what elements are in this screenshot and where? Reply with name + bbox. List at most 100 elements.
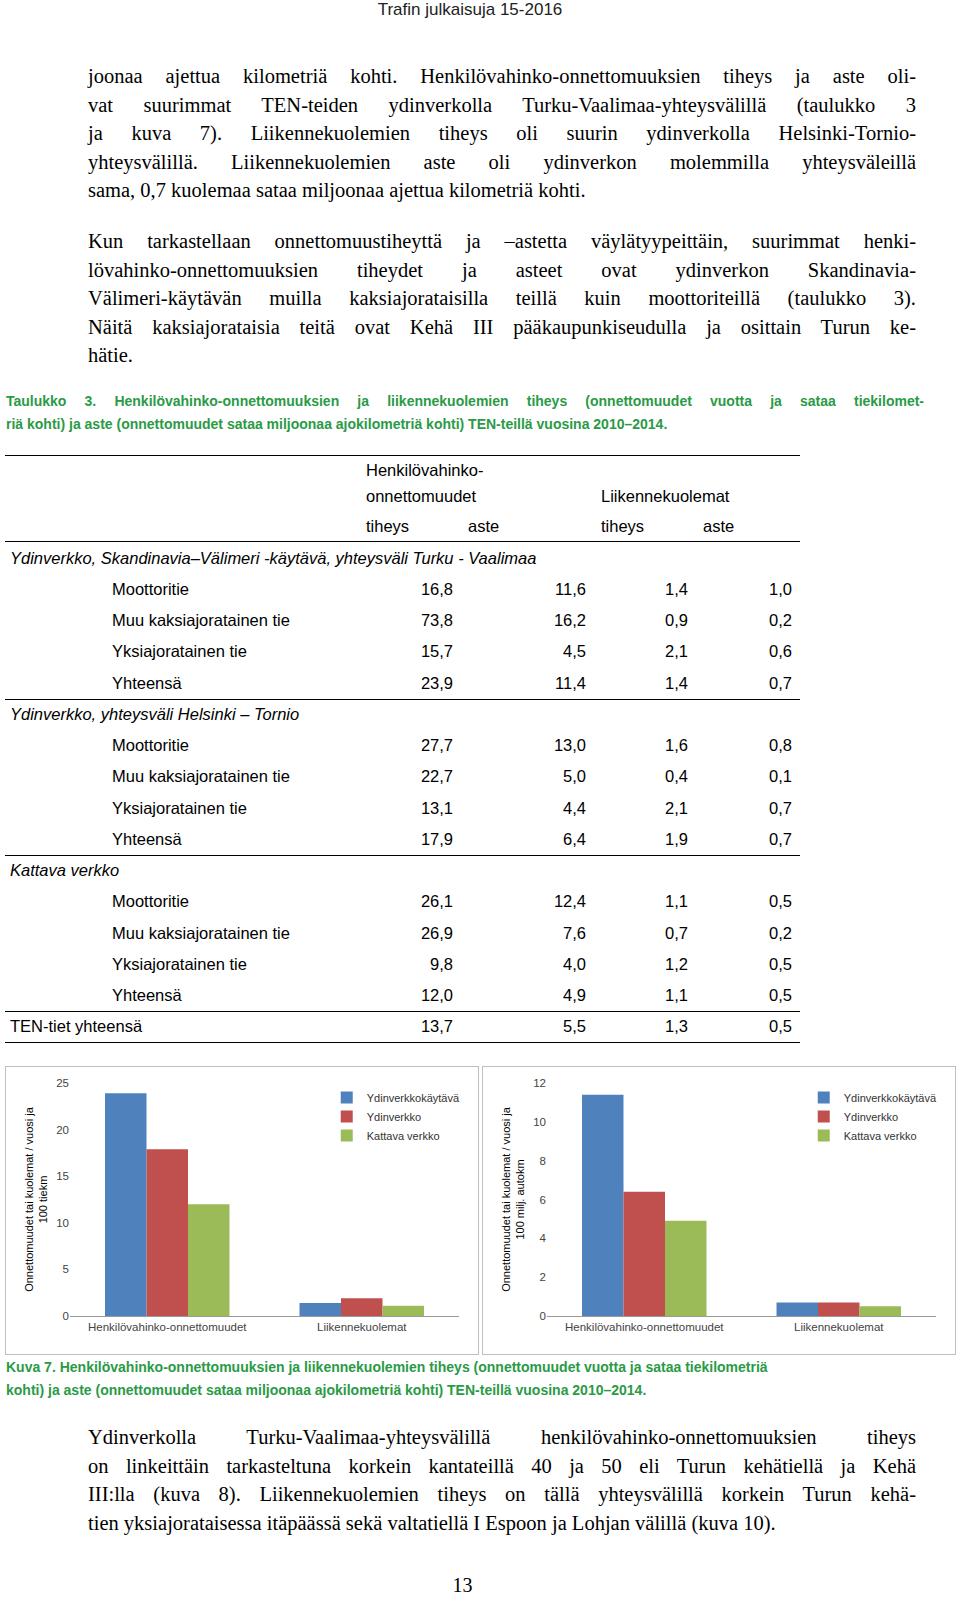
html-text:13,7: 13,7: [420, 1017, 453, 1036]
svg-text:8: 8: [540, 1155, 546, 1167]
html-text:5,0: 5,0: [563, 767, 586, 786]
html-text:aste: aste: [703, 516, 735, 535]
html-text:on linkeittäin tarkasteltuna k: on linkeittäin tarkasteltuna korkein kan…: [88, 1454, 916, 1477]
html-text:vat suurimmat TEN-teiden ydinv: vat suurimmat TEN-teiden ydinverkolla Tu…: [88, 93, 916, 116]
html-text:Kun tarkastellaan onnettomuust: Kun tarkastellaan onnettomuustiheyttä ja…: [88, 230, 916, 252]
html-text:9,8: 9,8: [430, 954, 453, 973]
svg-text:Kattava verkko: Kattava verkko: [844, 1130, 917, 1142]
html-text:1,4: 1,4: [665, 673, 688, 692]
html-text:Ydinverkko, Skandinavia–Välime: Ydinverkko, Skandinavia–Välimeri -käytäv…: [10, 548, 537, 567]
html-text:0,7: 0,7: [665, 923, 688, 942]
html-text:1,4: 1,4: [665, 579, 688, 598]
html-text:11,4: 11,4: [555, 673, 586, 692]
html-text:11,6: 11,6: [555, 579, 586, 598]
svg-text:10: 10: [56, 1217, 69, 1229]
html-text:4,5: 4,5: [563, 642, 586, 661]
svg-text:20: 20: [56, 1124, 69, 1136]
svg-text:Liikennekuolemat: Liikennekuolemat: [317, 1321, 407, 1333]
svg-text:Ydinverkko: Ydinverkko: [844, 1111, 898, 1123]
html-text:1,0: 1,0: [769, 579, 792, 598]
svg-text:Liikennekuolemat: Liikennekuolemat: [794, 1321, 884, 1333]
html-text:Ydinverkko, yhteysväli Helsink: Ydinverkko, yhteysväli Helsinki – Tornio: [10, 704, 300, 723]
html-text:12,4: 12,4: [553, 892, 586, 911]
html-text:Välimeri-käytävän muilla kaksi: Välimeri-käytävän muilla kaksiajorataisi…: [88, 287, 916, 309]
html-text:TEN-tiet yhteensä: TEN-tiet yhteensä: [10, 1017, 143, 1036]
html-text:15,7: 15,7: [420, 642, 453, 661]
html-text:yhteysvälillä. Liikennekuolemi: yhteysvälillä. Liikennekuolemien aste ol…: [88, 150, 916, 173]
html-text:23,9: 23,9: [420, 673, 453, 692]
html-text:Moottoritie: Moottoritie: [112, 579, 189, 598]
svg-text:Onnettomuudet tai kuolemat / v: Onnettomuudet tai kuolemat / vuosi ja100…: [23, 1106, 49, 1292]
html-text:0,7: 0,7: [769, 673, 792, 692]
html-text:0,7: 0,7: [769, 798, 792, 817]
html-text:7,6: 7,6: [563, 923, 586, 942]
svg-text:Ydinverkkokäytävä: Ydinverkkokäytävä: [367, 1092, 460, 1104]
html-text:6,4: 6,4: [563, 829, 586, 848]
html-text:1,1: 1,1: [665, 892, 688, 911]
svg-text:12: 12: [533, 1077, 546, 1089]
html-text:Ydinverkolla Turku-Vaalimaa-yh: Ydinverkolla Turku-Vaalimaa-yhteysvälill…: [88, 1426, 916, 1448]
html-text:Yhteensä: Yhteensä: [112, 829, 182, 848]
html-text:sama, 0,7 kuolemaa sataa miljo: sama, 0,7 kuolemaa sataa miljoonaa ajett…: [88, 179, 586, 201]
svg-text:Ydinverkko: Ydinverkko: [367, 1111, 421, 1123]
html-text:0,5: 0,5: [769, 1017, 792, 1036]
html-text:0,5: 0,5: [769, 954, 792, 973]
html-text:26,9: 26,9: [420, 923, 453, 942]
html-text:17,9: 17,9: [420, 829, 453, 848]
html-text:Yksiajoratainen tie: Yksiajoratainen tie: [112, 642, 247, 661]
svg-text:Henkilövahinko-onnettomuudet: Henkilövahinko-onnettomuudet: [565, 1321, 724, 1333]
html-text:0,1: 0,1: [769, 767, 792, 786]
html-text:5,5: 5,5: [563, 1017, 586, 1036]
html-text:ja kuva 7). Liikennekuolemien: ja kuva 7). Liikennekuolemien tiheys oli…: [88, 122, 916, 144]
svg-text:10: 10: [533, 1116, 546, 1128]
html-text:22,7: 22,7: [420, 767, 453, 786]
html-text:hätie.: hätie.: [88, 344, 133, 366]
html-text:lövahinko-onnettomuuksien tihe: lövahinko-onnettomuuksien tiheydet ja as…: [88, 258, 916, 281]
html-text:joonaa ajettua kilometriä koht: joonaa ajettua kilometriä kohti. Henkilö…: [88, 65, 916, 87]
html-text:III:lla (kuva 8). Liikennekuol: III:lla (kuva 8). Liikennekuolemien tihe…: [88, 1483, 916, 1505]
html-text:Yhteensä: Yhteensä: [112, 673, 182, 692]
html-text:13: 13: [452, 1574, 473, 1596]
svg-text:4: 4: [540, 1232, 547, 1244]
html-text:16,8: 16,8: [420, 579, 453, 598]
html-text:0,2: 0,2: [769, 923, 792, 942]
html-text:1,9: 1,9: [665, 829, 688, 848]
html-text:Näitä kaksiajorataisia teitä o: Näitä kaksiajorataisia teitä ovat Kehä I…: [88, 315, 916, 338]
html-text:0,6: 0,6: [769, 642, 792, 661]
svg-text:Kattava verkko: Kattava verkko: [367, 1130, 440, 1142]
html-text:4,4: 4,4: [563, 798, 586, 817]
svg-text:0: 0: [540, 1310, 546, 1322]
html-text:0,4: 0,4: [665, 767, 688, 786]
html-text:4,0: 4,0: [563, 954, 586, 973]
html-text:Yksiajoratainen tie: Yksiajoratainen tie: [112, 954, 247, 973]
html-text:2,1: 2,1: [665, 798, 688, 817]
html-text:onnettomuudet: onnettomuudet: [366, 486, 477, 505]
html-text:13,1: 13,1: [420, 798, 453, 817]
html-text:Henkilövahinko-: Henkilövahinko-: [366, 460, 484, 479]
html-text:1,3: 1,3: [665, 1017, 688, 1036]
html-text:Muu kaksiajoratainen tie: Muu kaksiajoratainen tie: [112, 767, 290, 786]
svg-text:Ydinverkkokäytävä: Ydinverkkokäytävä: [844, 1092, 937, 1104]
html-text:26,1: 26,1: [420, 892, 453, 911]
svg-text:25: 25: [56, 1077, 69, 1089]
svg-text:0: 0: [63, 1310, 69, 1322]
html-text:tiheys: tiheys: [601, 516, 645, 535]
html-text:tien yksiajorataisessa itäpääs: tien yksiajorataisessa itäpäässä sekä va…: [88, 1511, 776, 1534]
svg-text:2: 2: [540, 1271, 546, 1283]
html-text:Trafin julkaisuja 15-2016: Trafin julkaisuja 15-2016: [377, 0, 563, 19]
svg-text:6: 6: [540, 1194, 546, 1206]
svg-text:Henkilövahinko-onnettomuudet: Henkilövahinko-onnettomuudet: [88, 1321, 247, 1333]
svg-text:Onnettomuudet tai kuolemat / v: Onnettomuudet tai kuolemat / vuosi ja100…: [500, 1106, 526, 1292]
html-text:0,7: 0,7: [769, 829, 792, 848]
html-text:aste: aste: [468, 516, 500, 535]
svg-text:5: 5: [63, 1263, 69, 1275]
html-text:Muu kaksiajoratainen tie: Muu kaksiajoratainen tie: [112, 923, 290, 942]
html-text:Yksiajoratainen tie: Yksiajoratainen tie: [112, 798, 247, 817]
svg-text:15: 15: [56, 1170, 69, 1182]
html-text:0,5: 0,5: [769, 892, 792, 911]
html-text:tiheys: tiheys: [366, 516, 410, 535]
html-text:1,2: 1,2: [665, 954, 688, 973]
html-text:2,1: 2,1: [665, 642, 688, 661]
html-text:Liikennekuolemat: Liikennekuolemat: [601, 486, 730, 505]
html-text:Moottoritie: Moottoritie: [112, 892, 189, 911]
